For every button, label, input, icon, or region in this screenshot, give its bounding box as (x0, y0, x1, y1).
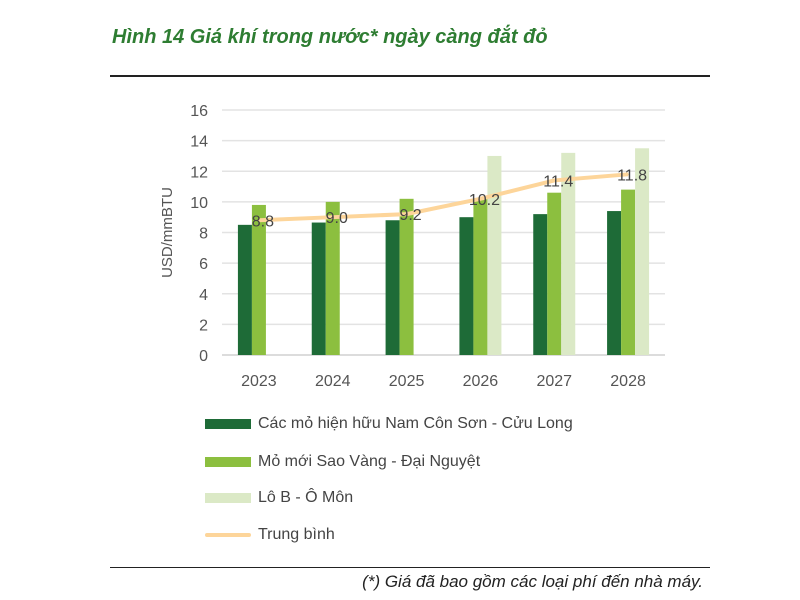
legend-label: Các mỏ hiện hữu Nam Côn Sơn - Cửu Long (258, 415, 573, 432)
legend-label: Trung bình (258, 526, 335, 543)
bar-0 (607, 211, 622, 355)
legend-swatch (205, 533, 251, 537)
average-point (627, 173, 630, 176)
average-point (257, 219, 260, 222)
x-tick-label: 2027 (536, 373, 572, 390)
legend-item: Lô B - Ô Môn (205, 488, 353, 508)
bar-1 (473, 198, 488, 355)
average-point (405, 213, 408, 216)
figure-title: Hình 14 Giá khí trong nước* ngày càng đắ… (112, 26, 548, 48)
bar-0 (385, 220, 400, 355)
bar-0 (533, 214, 548, 355)
average-point (553, 179, 556, 182)
x-tick-label: 2025 (389, 373, 425, 390)
average-point (479, 197, 482, 200)
y-tick-label: 16 (190, 103, 208, 120)
y-tick-label: 12 (190, 164, 208, 181)
x-tick-label: 2028 (610, 373, 646, 390)
y-tick-label: 2 (199, 317, 208, 334)
legend-item: Mỏ mới Sao Vàng - Đại Nguyệt (205, 452, 480, 472)
average-data-label: 8.8 (252, 213, 274, 230)
legend-swatch (205, 419, 251, 429)
y-tick-label: 0 (199, 348, 208, 365)
bar-2 (487, 155, 502, 355)
bar-0 (237, 224, 252, 355)
bar-1 (251, 204, 266, 355)
bar-0 (459, 217, 474, 355)
footnote: (*) Giá đã bao gồm các loại phí đến nhà … (362, 572, 703, 591)
legend-item: Các mỏ hiện hữu Nam Côn Sơn - Cửu Long (205, 414, 573, 434)
y-tick-label: 4 (199, 287, 208, 304)
bar-1 (547, 192, 562, 355)
bar-1 (399, 198, 414, 355)
y-tick-label: 14 (190, 134, 208, 151)
average-data-label: 9.0 (326, 210, 348, 227)
y-tick-label: 8 (199, 226, 208, 243)
average-point (331, 216, 334, 219)
x-tick-label: 2024 (315, 373, 351, 390)
legend-label: Mỏ mới Sao Vàng - Đại Nguyệt (258, 453, 481, 470)
average-line (258, 172, 629, 223)
y-tick-label: 6 (199, 256, 208, 273)
legend-swatch (205, 457, 251, 467)
legend-item: Trung bình (205, 525, 335, 545)
bar-0 (311, 222, 326, 355)
x-tick-label: 2026 (463, 373, 499, 390)
average-data-label: 9.2 (399, 207, 421, 224)
bottom-rule (110, 567, 710, 568)
legend-swatch (205, 493, 251, 503)
bar-2 (635, 148, 650, 355)
bar-2 (561, 152, 576, 355)
y-axis-label: USD/mmBTU (159, 187, 176, 278)
average-data-label: 10.2 (469, 192, 500, 209)
top-rule (110, 75, 710, 77)
average-data-label: 11.8 (617, 167, 647, 184)
bar-1 (325, 201, 340, 355)
legend-label: Lô B - Ô Môn (258, 489, 354, 506)
x-tick-label: 2023 (241, 373, 277, 390)
average-data-label: 11.4 (543, 173, 573, 190)
y-tick-label: 10 (190, 195, 208, 212)
bar-1 (621, 189, 636, 355)
